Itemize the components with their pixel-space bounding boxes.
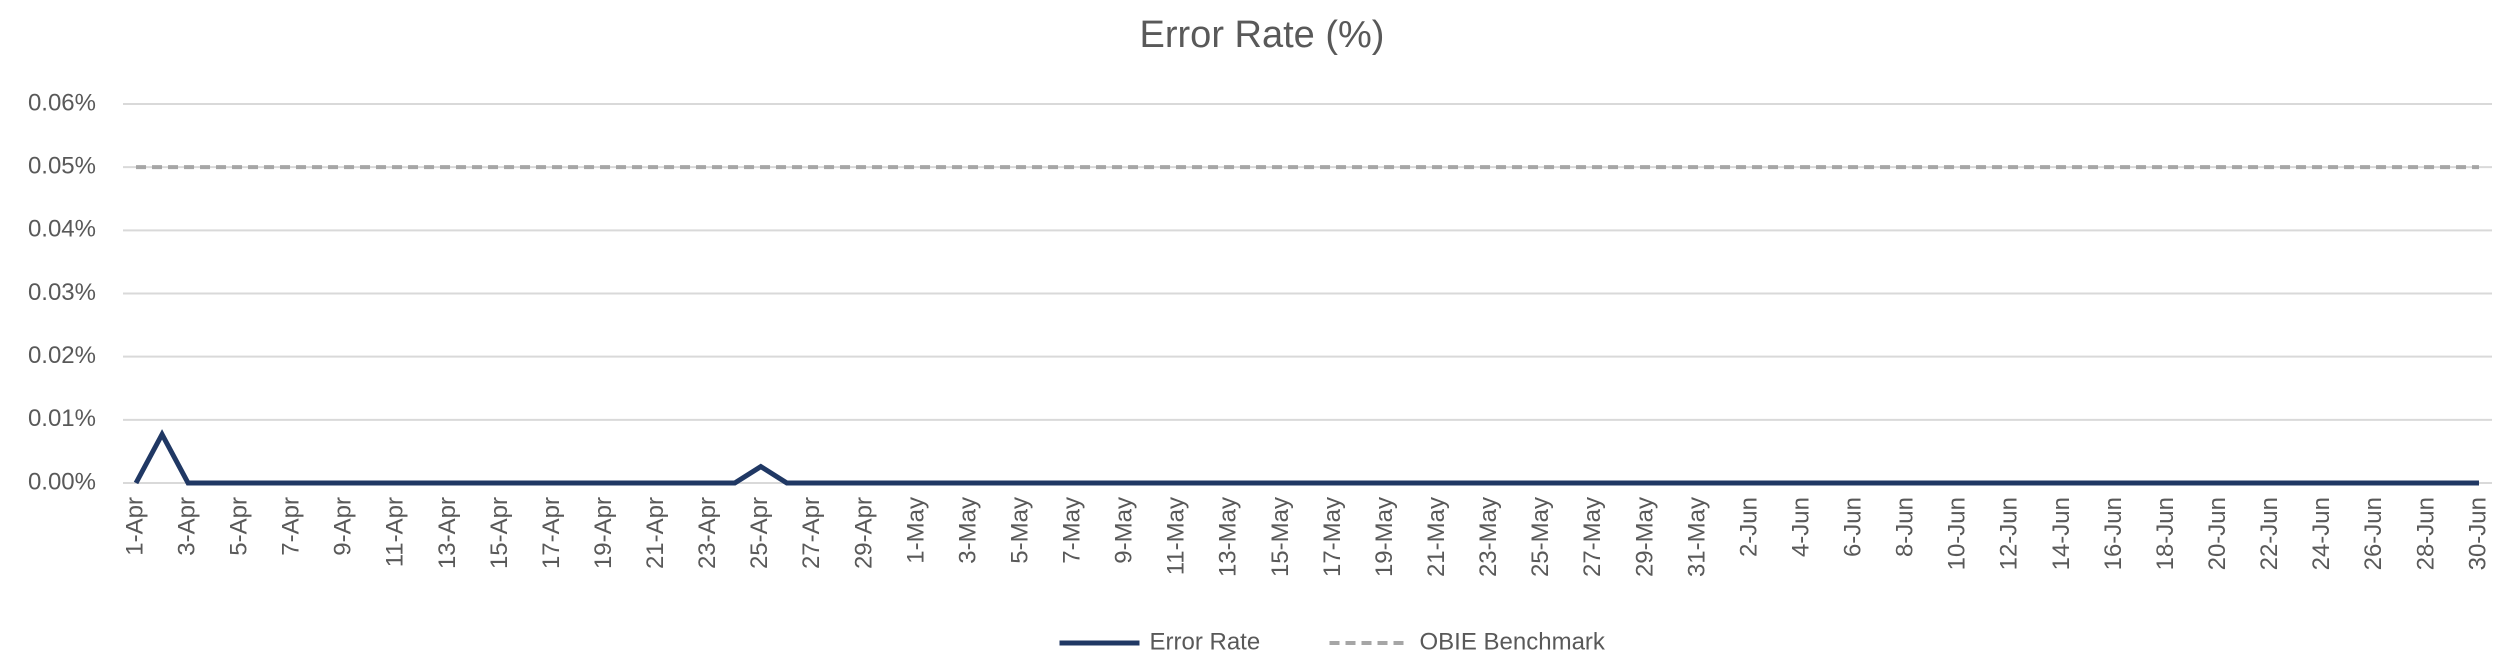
x-tick-label: 23-May	[1475, 497, 1502, 577]
x-tick-label: 15-Apr	[486, 497, 513, 569]
x-tick-label: 16-Jun	[2100, 497, 2127, 570]
x-tick-label: 9-May	[1111, 497, 1138, 564]
x-tick-label: 17-May	[1319, 497, 1346, 577]
x-tick-label: 9-Apr	[330, 497, 357, 556]
y-tick-label: 0.05%	[28, 153, 96, 180]
x-tick-label: 13-Apr	[434, 497, 461, 569]
x-tick-label: 19-May	[1371, 497, 1398, 577]
x-tick-label: 4-Jun	[1787, 497, 1814, 557]
x-tick-label: 8-Jun	[1892, 497, 1919, 557]
y-tick-label: 0.00%	[28, 468, 96, 495]
x-tick-label: 28-Jun	[2412, 497, 2439, 570]
x-tick-label: 1-May	[902, 497, 929, 564]
x-tick-label: 5-Apr	[225, 497, 252, 556]
x-tick-label: 24-Jun	[2308, 497, 2335, 570]
x-tick-label: 3-May	[954, 497, 981, 564]
x-tick-label: 19-Apr	[590, 497, 617, 569]
x-tick-label: 15-May	[1267, 497, 1294, 577]
x-tick-label: 1-Apr	[121, 497, 148, 556]
x-tick-label: 11-Apr	[382, 497, 409, 567]
x-tick-label: 10-Jun	[1944, 497, 1971, 570]
x-tick-label: 2-Jun	[1735, 497, 1762, 557]
x-tick-label: 3-Apr	[173, 497, 200, 556]
x-tick-label: 25-May	[1527, 497, 1554, 577]
x-tick-label: 11-May	[1163, 497, 1190, 575]
x-tick-label: 29-May	[1631, 497, 1658, 577]
legend-label: OBIE Benchmark	[1420, 628, 1606, 655]
y-tick-label: 0.06%	[28, 89, 96, 116]
x-tick-label: 29-Apr	[850, 497, 877, 569]
x-tick-label: 30-Jun	[2464, 497, 2491, 570]
y-tick-label: 0.01%	[28, 405, 96, 432]
x-tick-label: 21-Apr	[642, 497, 669, 569]
x-tick-label: 5-May	[1006, 497, 1033, 564]
legend-label: Error Rate	[1150, 628, 1261, 655]
x-tick-label: 7-Apr	[278, 497, 305, 556]
x-tick-label: 13-May	[1215, 497, 1242, 577]
x-tick-label: 6-Jun	[1840, 497, 1867, 557]
x-tick-label: 17-Apr	[538, 497, 565, 569]
chart-title: Error Rate (%)	[1140, 14, 1385, 56]
y-tick-label: 0.03%	[28, 279, 96, 306]
x-tick-label: 26-Jun	[2360, 497, 2387, 570]
x-tick-label: 21-May	[1423, 497, 1450, 577]
x-tick-label: 20-Jun	[2204, 497, 2231, 570]
x-tick-label: 14-Jun	[2048, 497, 2075, 570]
series-line	[133, 429, 2479, 486]
x-tick-label: 27-May	[1579, 497, 1606, 577]
x-tick-label: 23-Apr	[694, 497, 721, 569]
y-tick-label: 0.04%	[28, 216, 96, 243]
x-tick-label: 7-May	[1059, 497, 1086, 564]
x-tick-label: 22-Jun	[2256, 497, 2283, 570]
x-tick-label: 18-Jun	[2152, 497, 2179, 570]
y-tick-label: 0.02%	[28, 342, 96, 369]
x-tick-label: 12-Jun	[1996, 497, 2023, 570]
x-tick-label: 25-Apr	[746, 497, 773, 569]
x-tick-label: 27-Apr	[798, 497, 825, 569]
x-tick-label: 31-May	[1683, 497, 1710, 577]
